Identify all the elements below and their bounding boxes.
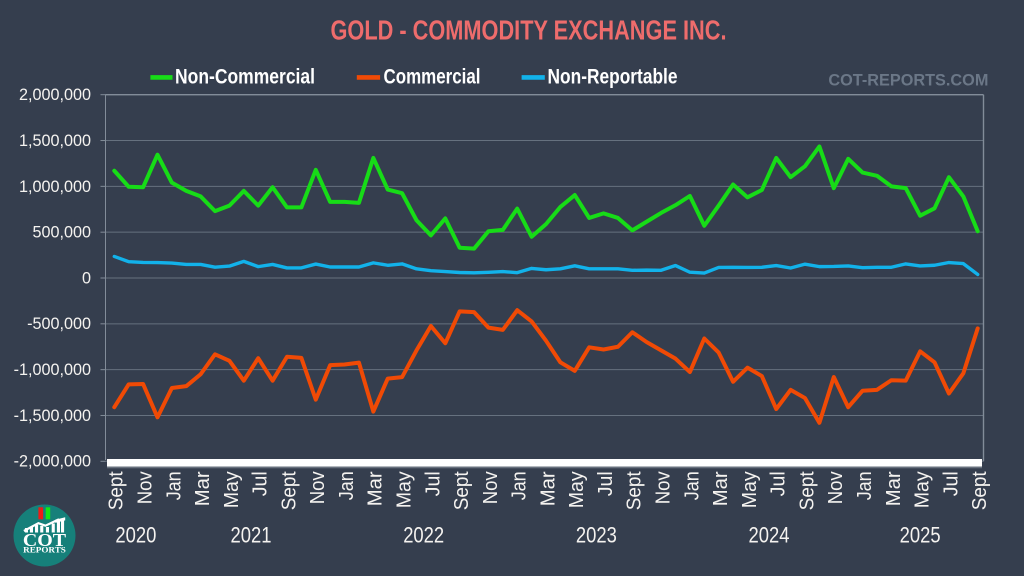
svg-text:Mar: Mar: [537, 471, 559, 506]
svg-text:Nov: Nov: [134, 471, 156, 504]
svg-text:Mar: Mar: [192, 471, 214, 506]
svg-text:May: May: [912, 471, 934, 508]
svg-text:Nov: Nov: [480, 471, 502, 504]
svg-text:COT: COT: [23, 530, 67, 550]
svg-text:May: May: [221, 471, 243, 508]
svg-text:1,000,000: 1,000,000: [19, 178, 91, 196]
svg-text:2021: 2021: [231, 523, 272, 548]
svg-text:Nov: Nov: [307, 471, 329, 504]
svg-text:May: May: [739, 471, 761, 508]
svg-text:Jul: Jul: [595, 471, 617, 496]
svg-text:Nov: Nov: [653, 471, 675, 504]
svg-text:1,500,000: 1,500,000: [19, 132, 91, 150]
svg-text:Mar: Mar: [365, 471, 387, 506]
svg-text:Nov: Nov: [825, 471, 847, 504]
svg-text:May: May: [394, 471, 416, 508]
svg-text:2024: 2024: [749, 523, 790, 548]
svg-text:Jan: Jan: [336, 471, 358, 500]
svg-text:0: 0: [82, 269, 91, 287]
svg-text:2025: 2025: [900, 523, 941, 548]
svg-text:Non-Commercial: Non-Commercial: [175, 66, 315, 89]
svg-text:GOLD - COMMODITY EXCHANGE INC.: GOLD - COMMODITY EXCHANGE INC.: [331, 14, 727, 45]
svg-text:COT-REPORTS.COM: COT-REPORTS.COM: [828, 72, 988, 90]
svg-text:Jul: Jul: [422, 471, 444, 496]
svg-text:Sept: Sept: [624, 471, 646, 510]
svg-text:REPORTS: REPORTS: [23, 545, 66, 554]
svg-text:Sept: Sept: [278, 471, 300, 510]
svg-text:Sept: Sept: [106, 471, 128, 510]
svg-text:Jan: Jan: [854, 471, 876, 500]
svg-text:2020: 2020: [115, 523, 156, 548]
svg-text:Sept: Sept: [796, 471, 818, 510]
svg-text:-2,000,000: -2,000,000: [14, 453, 91, 471]
svg-text:2023: 2023: [576, 523, 617, 548]
svg-text:Jan: Jan: [509, 471, 531, 500]
svg-text:-1,000,000: -1,000,000: [14, 361, 91, 379]
svg-text:Jan: Jan: [163, 471, 185, 500]
svg-text:Jan: Jan: [681, 471, 703, 500]
svg-text:-500,000: -500,000: [27, 315, 91, 333]
svg-text:Commercial: Commercial: [384, 66, 481, 89]
svg-text:Mar: Mar: [883, 471, 905, 506]
svg-text:Jul: Jul: [940, 471, 962, 496]
svg-text:-1,500,000: -1,500,000: [14, 407, 91, 425]
svg-text:2,000,000: 2,000,000: [19, 86, 91, 104]
svg-text:Sept: Sept: [969, 471, 991, 510]
svg-text:Sept: Sept: [451, 471, 473, 510]
svg-text:May: May: [566, 471, 588, 508]
svg-text:Jul: Jul: [768, 471, 790, 496]
svg-text:Mar: Mar: [710, 471, 732, 506]
svg-text:500,000: 500,000: [32, 224, 91, 242]
svg-text:Jul: Jul: [250, 471, 272, 496]
svg-text:2022: 2022: [403, 523, 444, 548]
svg-text:Non-Reportable: Non-Reportable: [548, 66, 678, 89]
